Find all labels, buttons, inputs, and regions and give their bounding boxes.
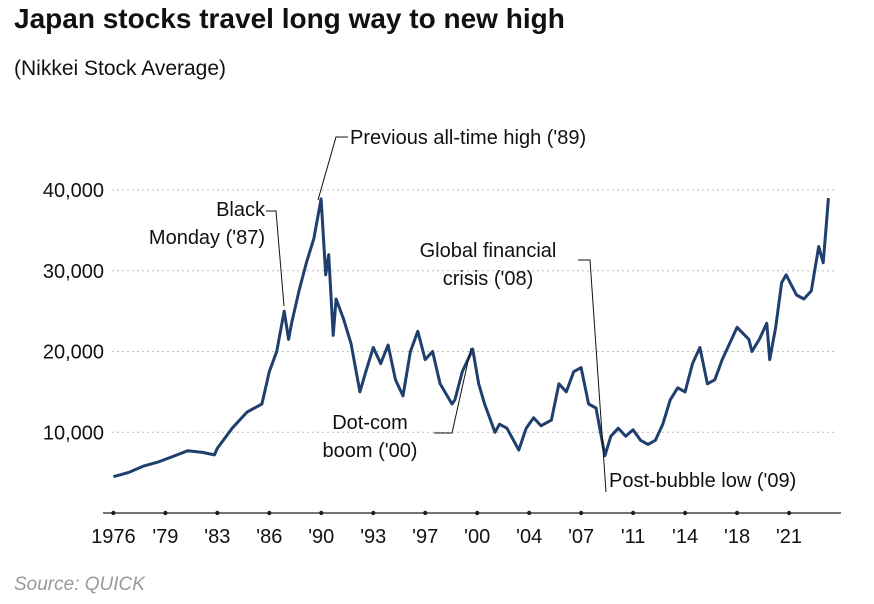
annotation-line: Post-bubble low ('09) [609,470,796,492]
annotation: Post-bubble low ('09) [609,470,796,492]
source: Source: QUICK [14,574,146,595]
x-tick-label: '11 [621,526,646,548]
annotation: Global financial crisis ('08) [420,240,557,290]
price-line [112,197,830,479]
annotation: Previous all-time high ('89) [350,127,586,149]
x-tick-mark [319,510,324,516]
y-tick-label: 40,000 [43,180,104,202]
annotation-leader [434,347,472,434]
x-tick-label: '18 [724,526,750,548]
x-tick-label: 1976 [91,526,136,548]
annotation-line: Dot-com [332,412,408,434]
annotation-line: Monday ('87) [149,227,265,249]
chart-subtitle: (Nikkei Stock Average) [14,57,226,80]
x-tick-label: '07 [568,526,594,548]
annotation-line: Global financial [420,240,557,262]
y-tick-label: 30,000 [43,261,104,283]
x-tick-label: '04 [516,526,542,548]
annotation-line: Black [216,199,266,221]
x-tick-label: '97 [412,526,438,548]
annotation-line: crisis ('08) [443,268,534,290]
annotation: Black Monday ('87) [149,199,266,249]
x-tick-mark [267,510,272,516]
x-tick-mark [630,510,636,516]
x-tick-label: '90 [308,526,334,548]
x-tick-label: '14 [672,526,698,548]
annotation-leader [317,136,348,201]
x-tick-label: '93 [360,526,386,548]
x-tick-mark [578,510,584,516]
x-tick-mark [734,510,740,516]
x-tick-mark [111,510,116,516]
x-tick-mark [526,510,532,516]
x-tick-mark [474,510,480,516]
x-tick-mark [371,510,376,516]
annotation-leader [578,259,607,493]
annotation-line: Previous all-time high ('89) [350,127,586,149]
annotation: Dot-com boom ('00) [323,412,418,462]
x-tick-mark [786,510,792,516]
annotation-leader [266,210,285,307]
annotation-line: boom ('00) [323,440,418,462]
x-tick-mark [682,510,688,516]
chart-title: Japan stocks travel long way to new high [14,3,565,34]
x-tick-mark [423,510,428,516]
x-tick-label: '83 [204,526,230,548]
x-tick-label: '79 [152,526,178,548]
x-tick-mark [163,510,168,516]
y-tick-label: 10,000 [43,422,104,444]
x-tick-mark [215,510,220,516]
y-tick-label: 20,000 [43,342,104,364]
x-tick-label: '86 [256,526,282,548]
x-tick-label: '00 [464,526,490,548]
x-tick-label: '21 [776,526,802,548]
